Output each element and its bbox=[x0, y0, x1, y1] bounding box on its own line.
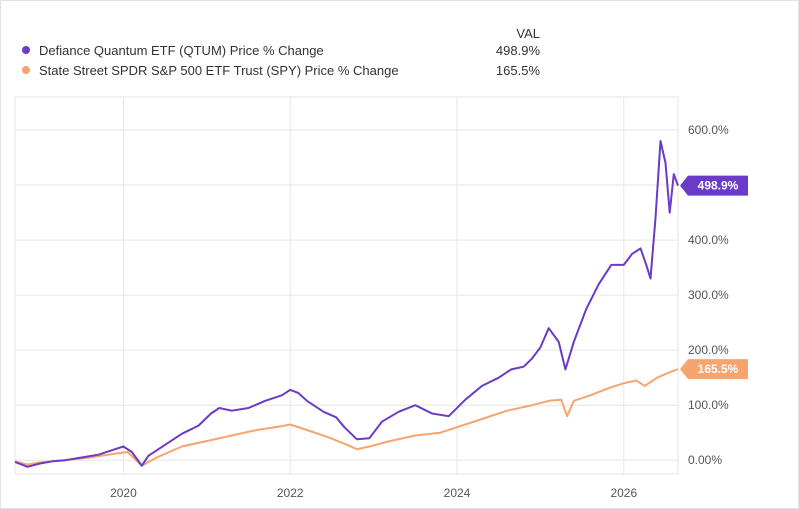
legend-header: VAL bbox=[516, 26, 540, 41]
legend-entry-qtum[interactable]: Defiance Quantum ETF (QTUM) Price % Chan… bbox=[22, 43, 540, 58]
legend-entry-spy[interactable]: State Street SPDR S&P 500 ETF Trust (SPY… bbox=[22, 63, 540, 78]
series-line bbox=[14, 140, 679, 468]
plot-area bbox=[14, 96, 679, 475]
y-tick-label: 300.0% bbox=[688, 288, 729, 302]
y-tick-label: 400.0% bbox=[688, 233, 729, 247]
legend-value-spy: 165.5% bbox=[495, 63, 540, 78]
legend-value-qtum: 498.9% bbox=[495, 43, 540, 58]
legend-label-qtum: Defiance Quantum ETF (QTUM) Price % Chan… bbox=[39, 43, 324, 58]
y-tick-label: 100.0% bbox=[688, 398, 729, 412]
end-value-label: 498.9% bbox=[698, 179, 739, 193]
x-tick-label: 2020 bbox=[110, 486, 137, 500]
y-tick-label: 600.0% bbox=[688, 123, 729, 137]
legend-marker-qtum bbox=[22, 46, 30, 54]
end-value-badge bbox=[680, 359, 748, 380]
y-tick-label: 200.0% bbox=[688, 343, 729, 357]
end-value-badge bbox=[680, 175, 748, 196]
x-tick-label: 2024 bbox=[444, 486, 471, 500]
legend-marker-spy bbox=[22, 66, 30, 74]
y-tick-label: 0.00% bbox=[688, 453, 722, 467]
legend-label-spy: State Street SPDR S&P 500 ETF Trust (SPY… bbox=[39, 63, 399, 78]
x-tick-label: 2026 bbox=[610, 486, 637, 500]
series-line bbox=[14, 368, 679, 467]
x-tick-label: 2022 bbox=[277, 486, 304, 500]
end-value-label: 165.5% bbox=[698, 362, 739, 376]
